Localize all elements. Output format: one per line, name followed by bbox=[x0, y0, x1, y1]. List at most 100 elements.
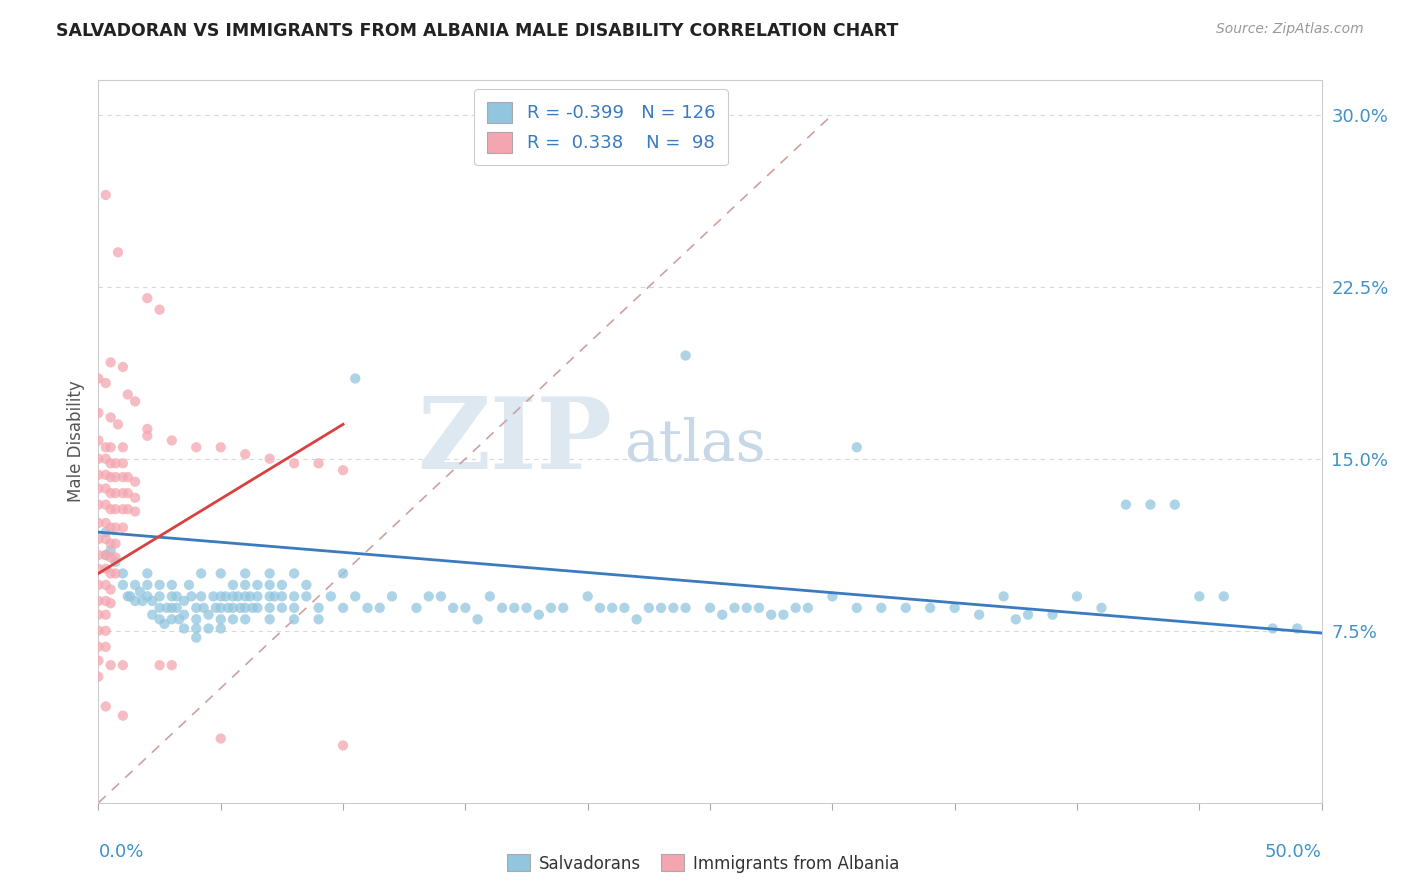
Point bbox=[149, 590, 172, 604]
Point bbox=[87, 371, 110, 385]
Point bbox=[87, 548, 110, 562]
Point bbox=[104, 520, 127, 534]
Point bbox=[87, 434, 110, 448]
Point bbox=[136, 590, 159, 604]
Point bbox=[111, 440, 134, 454]
Point bbox=[87, 670, 110, 684]
Point bbox=[845, 600, 868, 615]
Point bbox=[222, 600, 245, 615]
Point bbox=[209, 590, 232, 604]
Point bbox=[553, 600, 575, 615]
Point bbox=[735, 600, 758, 615]
Point bbox=[205, 600, 228, 615]
Point bbox=[233, 600, 256, 615]
Point bbox=[186, 612, 208, 626]
Point bbox=[100, 582, 122, 597]
Point bbox=[1286, 622, 1309, 636]
Point bbox=[136, 422, 159, 436]
Point bbox=[259, 590, 281, 604]
Point bbox=[100, 355, 122, 369]
Point bbox=[1017, 607, 1039, 622]
Point bbox=[111, 520, 134, 534]
Point bbox=[87, 562, 110, 576]
Point bbox=[111, 470, 134, 484]
Point bbox=[239, 590, 262, 604]
Point bbox=[270, 578, 294, 592]
Point bbox=[111, 578, 134, 592]
Point bbox=[209, 440, 232, 454]
Point bbox=[246, 600, 269, 615]
Point bbox=[920, 600, 942, 615]
Point bbox=[87, 654, 110, 668]
Point bbox=[242, 600, 264, 615]
Point bbox=[246, 578, 269, 592]
Point bbox=[94, 467, 117, 482]
Point bbox=[124, 594, 146, 608]
Point bbox=[186, 631, 208, 645]
Point bbox=[797, 600, 820, 615]
Point bbox=[94, 440, 117, 454]
Point bbox=[214, 590, 236, 604]
Point bbox=[222, 612, 245, 626]
Point bbox=[129, 584, 152, 599]
Point bbox=[381, 590, 404, 604]
Point bbox=[711, 607, 734, 622]
Point bbox=[1042, 607, 1064, 622]
Point bbox=[222, 590, 245, 604]
Point bbox=[156, 600, 179, 615]
Point bbox=[104, 456, 127, 470]
Point bbox=[344, 371, 367, 385]
Text: atlas: atlas bbox=[624, 417, 766, 473]
Point bbox=[100, 566, 122, 581]
Point bbox=[748, 600, 770, 615]
Point bbox=[233, 590, 256, 604]
Point bbox=[94, 640, 117, 654]
Point bbox=[295, 578, 318, 592]
Point bbox=[166, 590, 188, 604]
Point bbox=[87, 640, 110, 654]
Point bbox=[136, 578, 159, 592]
Point bbox=[167, 612, 190, 626]
Point bbox=[111, 502, 134, 516]
Point bbox=[136, 429, 159, 443]
Point bbox=[772, 607, 794, 622]
Point bbox=[104, 502, 127, 516]
Point bbox=[111, 359, 134, 374]
Point bbox=[1090, 600, 1112, 615]
Point bbox=[160, 434, 183, 448]
Point bbox=[100, 520, 122, 534]
Point bbox=[124, 475, 146, 489]
Point bbox=[94, 376, 117, 390]
Point bbox=[100, 470, 122, 484]
Point bbox=[589, 600, 612, 615]
Point bbox=[1261, 622, 1284, 636]
Point bbox=[94, 624, 117, 638]
Point bbox=[87, 532, 110, 546]
Point bbox=[600, 600, 623, 615]
Point bbox=[160, 578, 183, 592]
Point bbox=[967, 607, 990, 622]
Point bbox=[100, 596, 122, 610]
Point bbox=[117, 470, 139, 484]
Point bbox=[94, 525, 117, 540]
Point bbox=[87, 482, 110, 496]
Point bbox=[515, 600, 537, 615]
Point bbox=[491, 600, 513, 615]
Point bbox=[503, 600, 526, 615]
Text: 50.0%: 50.0% bbox=[1265, 843, 1322, 861]
Point bbox=[467, 612, 489, 626]
Point bbox=[418, 590, 440, 604]
Point bbox=[308, 600, 330, 615]
Point bbox=[283, 590, 305, 604]
Point bbox=[166, 600, 188, 615]
Point bbox=[993, 590, 1015, 604]
Text: 0.0%: 0.0% bbox=[98, 843, 143, 861]
Point bbox=[209, 612, 232, 626]
Point bbox=[111, 658, 134, 673]
Point bbox=[202, 590, 225, 604]
Point bbox=[870, 600, 893, 615]
Point bbox=[104, 566, 127, 581]
Point bbox=[259, 566, 281, 581]
Point bbox=[576, 590, 599, 604]
Point bbox=[153, 616, 176, 631]
